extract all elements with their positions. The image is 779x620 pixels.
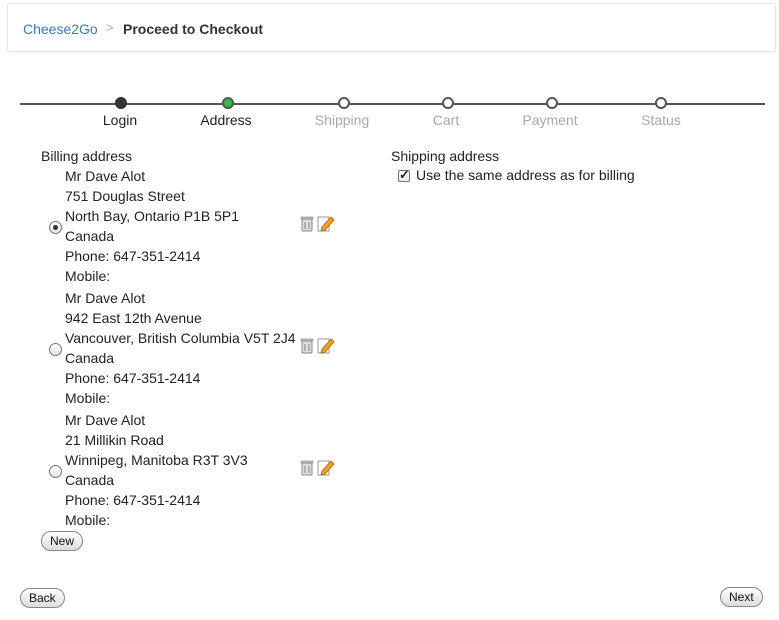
address-city: North Bay, Ontario P1B 5P1 bbox=[65, 208, 240, 224]
address-mobile: Mobile: bbox=[65, 268, 111, 284]
address-name: Mr Dave Alot bbox=[65, 412, 146, 428]
step-dot-status bbox=[655, 97, 667, 109]
step-dot-payment bbox=[546, 97, 558, 109]
progress-line bbox=[20, 103, 765, 105]
shipping-title: Shipping address bbox=[391, 148, 500, 164]
address-street: 751 Douglas Street bbox=[65, 188, 185, 204]
next-button[interactable]: Next bbox=[720, 587, 763, 607]
address-street: 942 East 12th Avenue bbox=[65, 310, 202, 326]
step-dot-login bbox=[115, 97, 127, 109]
billing-address-radio-3[interactable] bbox=[49, 465, 62, 478]
address-name: Mr Dave Alot bbox=[65, 290, 146, 306]
address-street: 21 Millikin Road bbox=[65, 432, 164, 448]
step-dot-cart bbox=[442, 97, 454, 109]
billing-address-radio-2[interactable] bbox=[49, 343, 62, 356]
edit-icon[interactable] bbox=[317, 337, 335, 354]
back-button[interactable]: Back bbox=[20, 588, 65, 608]
address-country: Canada bbox=[65, 472, 115, 488]
trash-icon[interactable] bbox=[300, 216, 314, 232]
step-label-address: Address bbox=[200, 112, 252, 128]
address-country: Canada bbox=[65, 350, 115, 366]
billing-address-radio-1[interactable] bbox=[49, 221, 62, 234]
step-label-status: Status bbox=[641, 112, 681, 128]
step-label-shipping: Shipping bbox=[314, 112, 370, 128]
address-phone: Phone: 647-351-2414 bbox=[65, 492, 201, 508]
step-label-payment: Payment bbox=[522, 112, 578, 128]
address-city: Vancouver, British Columbia V5T 2J4 bbox=[65, 330, 296, 346]
breadcrumb-home-link[interactable]: Cheese2Go bbox=[23, 21, 98, 37]
address-phone: Phone: 647-351-2414 bbox=[65, 370, 201, 386]
edit-icon[interactable] bbox=[317, 459, 335, 476]
edit-icon[interactable] bbox=[317, 215, 335, 232]
same-as-billing-checkbox[interactable] bbox=[398, 167, 410, 183]
step-dot-shipping bbox=[338, 97, 350, 109]
breadcrumb: Cheese2Go > Proceed to Checkout bbox=[7, 3, 776, 52]
address-mobile: Mobile: bbox=[65, 512, 111, 528]
page-title: Proceed to Checkout bbox=[123, 21, 264, 37]
billing-title: Billing address bbox=[41, 148, 133, 164]
step-label-login: Login bbox=[102, 112, 138, 128]
address-mobile: Mobile: bbox=[65, 390, 111, 406]
step-dot-address bbox=[222, 97, 234, 109]
step-label-cart: Cart bbox=[432, 112, 460, 128]
same-as-billing-label[interactable]: Use the same address as for billing bbox=[416, 167, 635, 183]
trash-icon[interactable] bbox=[300, 460, 314, 476]
address-name: Mr Dave Alot bbox=[65, 168, 146, 184]
breadcrumb-separator: > bbox=[106, 20, 114, 35]
address-city: Winnipeg, Manitoba R3T 3V3 bbox=[65, 452, 248, 468]
new-address-button[interactable]: New bbox=[41, 531, 84, 551]
trash-icon[interactable] bbox=[300, 338, 314, 354]
address-country: Canada bbox=[65, 228, 115, 244]
address-phone: Phone: 647-351-2414 bbox=[65, 248, 201, 264]
